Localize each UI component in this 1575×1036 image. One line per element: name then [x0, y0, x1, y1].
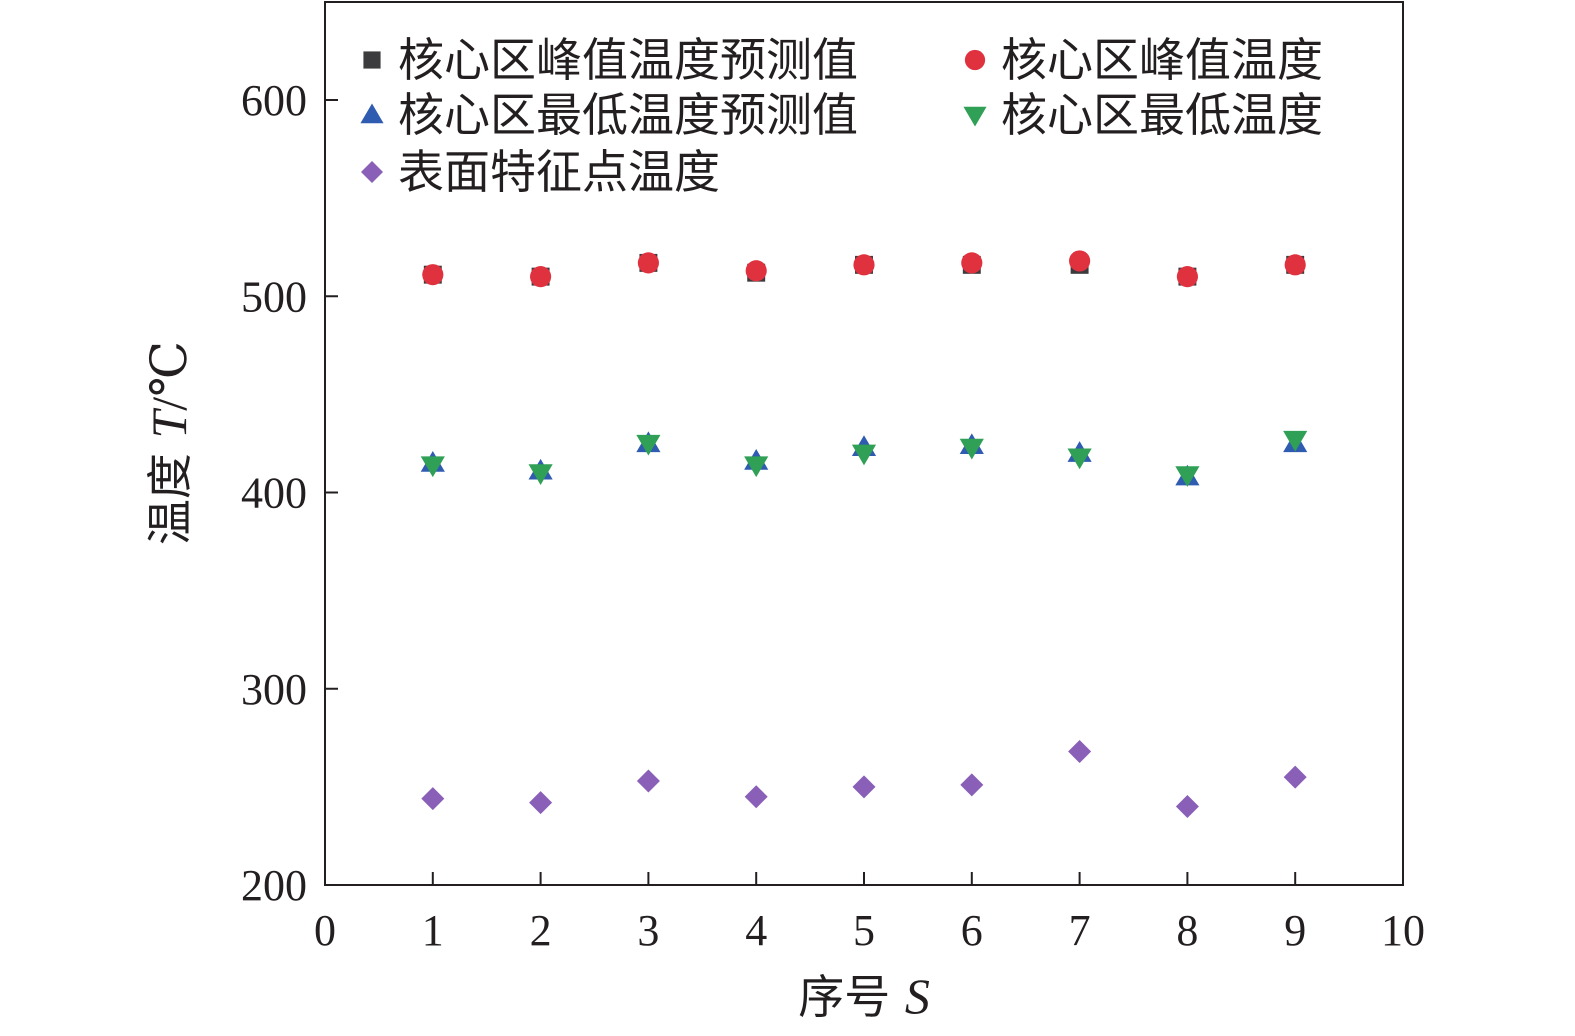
data-point-circle: [961, 252, 983, 274]
data-point-triangle-down: [744, 456, 769, 478]
data-point-circle: [1176, 266, 1198, 288]
y-axis-title-text: 温度: [143, 453, 197, 545]
x-tick-label: 10: [1381, 906, 1425, 955]
x-tick-label: 2: [530, 906, 552, 955]
data-markers: [420, 250, 1308, 818]
data-point-circle: [853, 254, 875, 276]
y-tick-label: 500: [241, 272, 307, 321]
x-axis-variable: S: [905, 968, 930, 1024]
x-axis-title-gap: [890, 970, 905, 1024]
data-point-diamond: [529, 791, 553, 815]
data-point-triangle-down: [851, 444, 877, 466]
data-point-triangle-down: [420, 456, 445, 478]
legend-marker-triangle-up: [360, 103, 384, 124]
legend-label: 核心区最低温度: [1001, 88, 1323, 142]
x-tick-label: 1: [422, 906, 444, 955]
x-axis-title-text: 序号: [798, 970, 890, 1024]
y-tick-label: 400: [241, 469, 307, 518]
data-point-diamond: [852, 775, 876, 799]
y-axis-title: 温度 T/℃: [141, 341, 197, 545]
x-tick-label: 9: [1284, 906, 1306, 955]
legend-label: 核心区峰值温度: [1001, 33, 1323, 87]
x-tick-label: 0: [314, 906, 336, 955]
data-point-triangle-down: [959, 438, 984, 460]
y-tick-label: 300: [241, 665, 307, 714]
x-tick-label: 6: [961, 906, 983, 955]
data-point-circle: [1284, 254, 1306, 276]
data-point-triangle-down: [1175, 466, 1200, 487]
x-tick-label: 8: [1176, 906, 1198, 955]
y-axis-variable: T: [141, 408, 197, 439]
data-point-circle: [422, 264, 444, 286]
axis-ticks: 200 300 400 500 600 0 1 2 3 4 5 6 7 8 9 10: [241, 76, 1425, 955]
data-point-circle: [745, 260, 767, 282]
legend-label: 核心区峰值温度预测值: [398, 33, 858, 87]
y-tick-label: 600: [241, 76, 307, 125]
data-point-triangle-down: [1283, 430, 1308, 452]
y-tick-label: 200: [241, 861, 307, 910]
legend-marker-triangle-down: [963, 106, 987, 127]
x-tick-label: 7: [1069, 906, 1091, 955]
legend-marker-square: [363, 51, 381, 69]
data-point-diamond: [636, 769, 660, 793]
y-axis-unit: /℃: [141, 341, 197, 411]
data-point-triangle-down: [636, 434, 661, 456]
data-point-circle: [1069, 250, 1091, 272]
data-point-circle: [637, 252, 659, 274]
data-point-diamond: [421, 787, 445, 811]
data-point-diamond: [1283, 765, 1307, 789]
legend-label: 表面特征点温度: [398, 145, 720, 199]
x-axis-title: 序号 S: [798, 968, 930, 1024]
data-point-circle: [530, 266, 552, 288]
y-axis-title-gap: [143, 439, 197, 454]
data-point-diamond: [960, 773, 984, 797]
legend-marker-diamond: [361, 161, 383, 183]
data-point-triangle-down: [528, 464, 553, 485]
x-tick-label: 3: [637, 906, 659, 955]
legend-label: 核心区最低温度预测值: [398, 88, 858, 142]
x-tick-label: 5: [853, 906, 875, 955]
data-point-diamond: [744, 785, 768, 809]
data-point-diamond: [1175, 795, 1199, 818]
data-point-triangle-down: [1067, 448, 1092, 470]
data-point-diamond: [1068, 740, 1092, 764]
x-tick-label: 4: [745, 906, 767, 955]
legend-marker-circle: [964, 49, 986, 71]
